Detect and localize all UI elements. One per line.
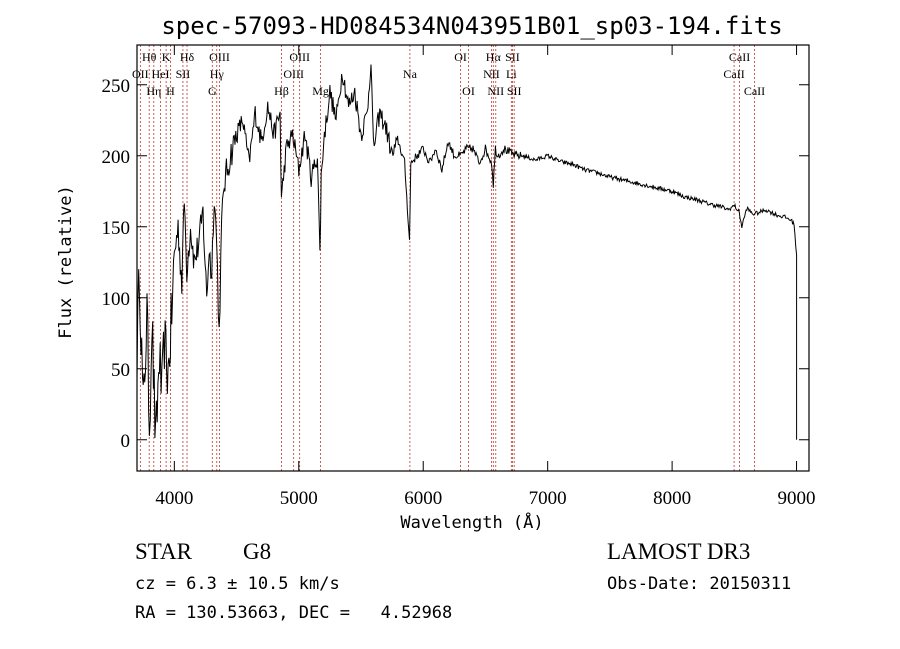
line-marker-label: OII [132, 67, 149, 81]
line-marker-label: Hα [486, 50, 502, 64]
line-marker-label: Hβ [274, 84, 289, 98]
chart-title: spec-57093-HD084534N043951B01_sp03-194.f… [161, 12, 782, 40]
line-marker-label: OIII [289, 50, 310, 64]
y-axis-label: Flux (relative) [56, 185, 76, 339]
line-marker-label: SII [507, 84, 522, 98]
x-tick-label: 9000 [778, 488, 816, 509]
y-tick-label: 0 [121, 431, 131, 452]
y-tick-label: 100 [102, 289, 131, 310]
line-marker-label: Hδ [180, 50, 195, 64]
line-marker-label: Mg [312, 84, 329, 98]
line-marker-label: Hη [146, 84, 161, 98]
coordinates: RA = 130.53663, DEC = 4.52968 [135, 603, 453, 623]
line-marker-label: Na [403, 67, 418, 81]
object-class: STAR [135, 539, 192, 564]
line-marker-label: HeI [152, 67, 170, 81]
line-marker-label: K [162, 50, 171, 64]
subclass: G8 [243, 539, 272, 564]
line-marker-label: CaII [744, 84, 765, 98]
line-marker-label: SII [176, 67, 191, 81]
flux-series-line [136, 64, 798, 440]
y-tick-label: 250 [102, 76, 131, 97]
x-tick-label: 6000 [404, 488, 442, 509]
survey-name: LAMOST DR3 [607, 539, 751, 564]
axis-ticks: 4000 5000 6000 7000 8000 9000 0 50 100 150 200 250 [102, 45, 816, 509]
line-marker-label: OIII [209, 50, 230, 64]
y-tick-label: 150 [102, 218, 131, 239]
line-marker-label: H [166, 84, 175, 98]
line-marker-label: NII [483, 67, 500, 81]
line-marker-label: Hθ [142, 50, 157, 64]
obs-date: Obs-Date: 20150311 [607, 574, 792, 594]
y-tick-label: 50 [111, 360, 130, 381]
line-marker-label: OIII [283, 67, 304, 81]
x-tick-label: 4000 [155, 488, 193, 509]
line-marker-label: OI [462, 84, 475, 98]
line-marker-label: SII [505, 50, 520, 64]
line-marker-label: Hγ [210, 67, 225, 81]
plot-frame [136, 44, 810, 472]
line-marker-label: G [208, 84, 217, 98]
line-marker-label: CaII [729, 50, 750, 64]
line-marker-label: NII [487, 84, 504, 98]
x-tick-label: 8000 [653, 488, 691, 509]
line-marker-label: OI [454, 50, 467, 64]
y-tick-label: 200 [102, 147, 131, 168]
line-marker-label: CaII [723, 67, 744, 81]
redshift-cz: cz = 6.3 ± 10.5 km/s [135, 574, 340, 594]
x-tick-label: 7000 [529, 488, 567, 509]
x-axis-label: Wavelength (Å) [400, 511, 543, 533]
x-tick-label: 5000 [280, 488, 318, 509]
line-marker-label: Li [506, 67, 517, 81]
